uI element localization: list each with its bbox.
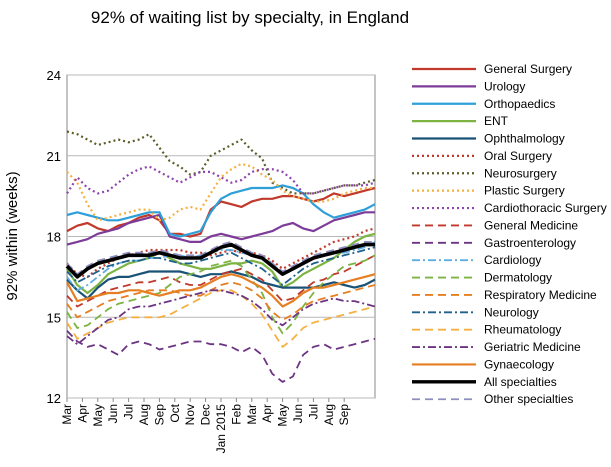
legend-label: Oral Surgery (484, 149, 552, 163)
legend-label: Urology (484, 79, 525, 93)
legend-label: General Medicine (484, 218, 578, 232)
y-tick-label: 18 (47, 230, 61, 245)
series-line-cardiothoracic-surgery (66, 165, 376, 195)
legend-label: Geriatric Medicine (484, 340, 581, 354)
legend-label: Rheumatology (484, 323, 561, 337)
series-line-all-specialties (65, 242, 375, 279)
legend-label: Orthopaedics (484, 97, 555, 111)
x-tick-label: Dec (199, 404, 213, 425)
x-tick-label: Jul (306, 404, 320, 419)
legend-label: Other specialties (484, 392, 573, 406)
y-tick-label: 12 (47, 391, 61, 406)
series-line-ent (66, 232, 376, 295)
x-tick-label: Apr (260, 404, 274, 423)
x-tick-label: Feb (229, 404, 243, 425)
series-line-general-medicine (66, 254, 376, 308)
y-tick-label: 15 (47, 310, 61, 325)
legend-label: All specialties (484, 375, 557, 389)
legend-label: Gynaecology (484, 357, 554, 371)
legend-label: Neurosurgery (484, 166, 557, 180)
legend-label: Gastroenterology (484, 236, 576, 250)
y-tick-label: 21 (47, 149, 61, 164)
grid-lines (67, 74, 375, 399)
series-line-general-surgery (66, 186, 376, 238)
x-tick-label: Jun (106, 404, 120, 423)
series-line-respiratory-medicine (66, 281, 376, 321)
legend-label: Respiratory Medicine (484, 288, 597, 302)
x-tick-label: Oct (168, 403, 182, 422)
x-tick-label: May (276, 404, 290, 427)
legend: General Surgery Urology Orthopaedics ENT Oph… (412, 62, 607, 406)
legend-label: General Surgery (484, 62, 572, 76)
legend-label: ENT (484, 114, 509, 128)
x-tick-label: Jul (122, 404, 136, 419)
series-line-gastroenterology (66, 330, 376, 383)
x-tick-label: Sep (152, 404, 166, 426)
y-axis-ticks: 12 15 18 21 24 (47, 68, 61, 406)
legend-label: Plastic Surgery (484, 184, 565, 198)
legend-label: Neurology (484, 305, 539, 319)
x-tick-label: May (91, 404, 105, 427)
x-tick-label: Mar (60, 404, 74, 425)
series-line-neurology (66, 246, 376, 286)
legend-label: Ophthalmology (484, 132, 565, 146)
series-line-orthopaedics (66, 184, 376, 238)
series-line-plastic-surgery (66, 162, 375, 222)
series-line-gynaecology (66, 273, 376, 308)
series-line-dermatology (66, 254, 376, 335)
series-lines (65, 130, 376, 383)
x-tick-label: Aug (137, 404, 151, 425)
x-tick-label: Aug (322, 404, 336, 425)
legend-label: Dermatology (484, 271, 552, 285)
x-tick-label: Apr (75, 404, 89, 423)
x-tick-label: Mar (245, 404, 259, 425)
x-tick-label: Jan 2015 (214, 404, 228, 454)
series-line-ophthalmology (66, 270, 376, 300)
series-line-urology (66, 211, 375, 246)
y-tick-label: 24 (47, 68, 61, 83)
legend-label: Cardiology (484, 253, 541, 267)
series-line-rheumatology (66, 289, 376, 348)
x-tick-label: Jun (291, 404, 305, 423)
legend-label: Cardiothoracic Surgery (484, 201, 607, 215)
x-tick-label: Sep (337, 404, 351, 426)
chart-title: 92% of waiting list by specialty, in Eng… (91, 8, 409, 27)
series-line-neurosurgery (66, 130, 376, 195)
x-axis-ticks: Mar Apr May Jun Jul Aug Sep Oct Nov Dec Jan 2015 Fe… (60, 398, 351, 453)
series-line-geriatric-medicine (66, 289, 376, 346)
y-axis-label: 92% within (weeks) (4, 171, 21, 300)
x-tick-label: Nov (183, 404, 197, 425)
